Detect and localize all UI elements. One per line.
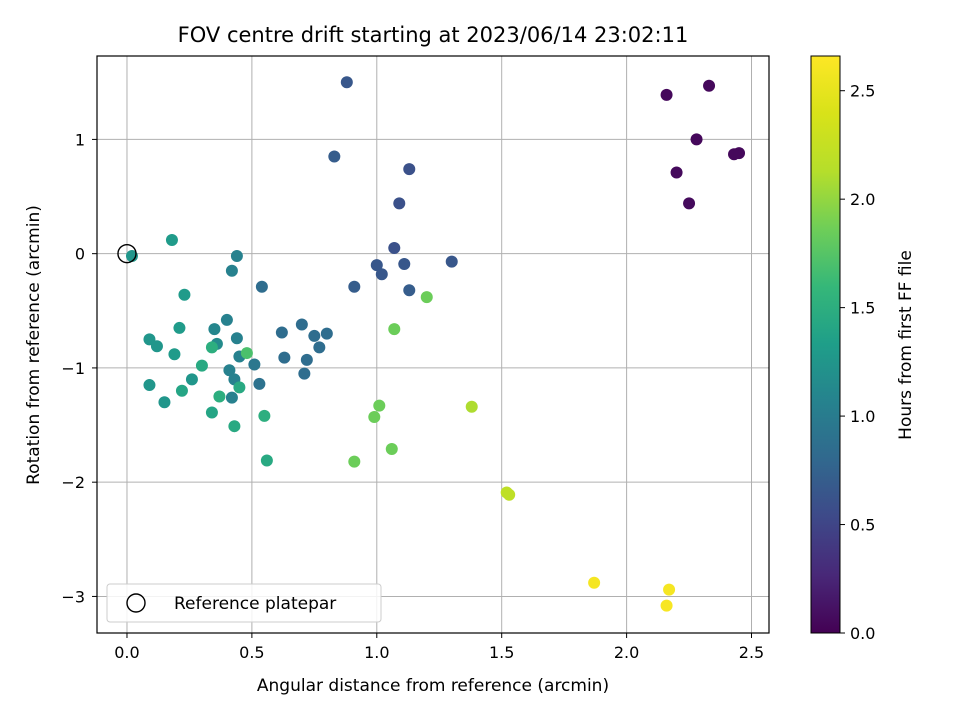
data-point (233, 381, 246, 394)
data-point (320, 327, 333, 340)
data-point (465, 400, 478, 413)
data-point (278, 351, 291, 364)
data-point (348, 455, 361, 468)
colorbar-tick-label: 1.5 (850, 299, 875, 318)
colorbar-tick-label: 2.5 (850, 82, 875, 101)
data-point (260, 454, 273, 467)
data-point (375, 268, 388, 281)
data-point (298, 367, 311, 380)
data-point (445, 255, 458, 268)
x-tick-label: 0.5 (239, 643, 264, 662)
data-point (213, 390, 226, 403)
data-point (208, 323, 221, 336)
data-point (393, 197, 406, 210)
data-point (503, 488, 516, 501)
data-point (385, 443, 398, 456)
data-point (225, 391, 238, 404)
x-tick-label: 2.5 (739, 643, 764, 662)
data-point (223, 364, 236, 377)
x-tick-label: 1.0 (364, 643, 389, 662)
legend-marker (126, 593, 146, 613)
data-point (300, 353, 313, 366)
y-tick-label: −1 (61, 359, 85, 378)
data-point (403, 163, 416, 176)
data-point (398, 257, 411, 270)
data-point (670, 166, 683, 179)
colorbar-tick-label: 0.0 (850, 624, 875, 643)
data-point (230, 332, 243, 345)
data-point (703, 79, 716, 92)
data-point (205, 341, 218, 354)
colorbar-label: Hours from first FF file (896, 250, 916, 440)
data-point (178, 288, 191, 301)
data-point (328, 150, 341, 163)
y-tick-label: 0 (75, 245, 85, 264)
plot-frame (96, 55, 770, 634)
colorbar-tick-label: 1.0 (850, 407, 875, 426)
x-axis-label: Angular distance from reference (arcmin) (257, 676, 609, 696)
y-tick-label: −3 (61, 587, 85, 606)
data-point (663, 583, 676, 596)
x-axis-ticks: 0.0 0.5 1.0 1.5 2.0 2.5 (114, 633, 764, 662)
data-point (168, 348, 181, 361)
data-point (255, 280, 268, 293)
colorbar-tick-label: 2.0 (850, 190, 875, 209)
data-point (660, 599, 673, 612)
legend: Reference platepar (106, 583, 382, 623)
data-point (173, 321, 186, 334)
data-point (660, 88, 673, 101)
x-tick-label: 1.5 (489, 643, 514, 662)
data-point (588, 576, 601, 589)
chart-title: FOV centre drift starting at 2023/06/14 … (178, 23, 689, 47)
data-point (240, 347, 253, 360)
data-point (205, 406, 218, 419)
data-point (690, 133, 703, 146)
data-point (185, 373, 198, 386)
data-points (125, 76, 746, 612)
data-point (368, 411, 381, 424)
data-point (370, 259, 383, 272)
x-tick-label: 0.0 (114, 643, 139, 662)
y-tick-label: 1 (75, 130, 85, 149)
data-point (248, 358, 261, 371)
data-point (683, 197, 696, 210)
data-point (733, 147, 746, 160)
x-tick-label: 2.0 (614, 643, 639, 662)
y-axis-ticks: −3 −2 −1 0 1 (61, 130, 97, 606)
data-point (230, 249, 243, 262)
data-point (150, 340, 163, 353)
colorbar-gradient (810, 55, 841, 634)
data-point (308, 329, 321, 342)
data-point (258, 409, 271, 422)
data-point (195, 359, 208, 372)
data-point (175, 384, 188, 397)
data-point (225, 264, 238, 277)
data-point (295, 318, 308, 331)
data-point (388, 241, 401, 254)
data-point (143, 379, 156, 392)
data-point (228, 420, 241, 433)
legend-box (106, 583, 382, 623)
data-point (158, 396, 171, 409)
reference-marker (117, 243, 137, 264)
data-point (403, 284, 416, 297)
data-point (340, 76, 353, 89)
data-point (348, 280, 361, 293)
grid (97, 56, 769, 633)
data-point (313, 341, 326, 354)
colorbar: 0.0 0.5 1.0 1.5 2.0 2.5 Hours from first FF f… (810, 55, 916, 643)
data-point (253, 377, 266, 390)
data-point (220, 313, 233, 326)
y-axis-label: Rotation from reference (arcmin) (24, 205, 44, 485)
data-point (275, 326, 288, 339)
data-point (388, 323, 401, 336)
y-tick-label: −2 (61, 473, 85, 492)
data-point (420, 291, 433, 304)
colorbar-tick-label: 0.5 (850, 516, 875, 535)
legend-label: Reference platepar (174, 594, 336, 614)
data-point (165, 233, 178, 246)
data-point (373, 399, 386, 412)
colorbar-ticks: 0.0 0.5 1.0 1.5 2.0 2.5 (840, 82, 875, 643)
